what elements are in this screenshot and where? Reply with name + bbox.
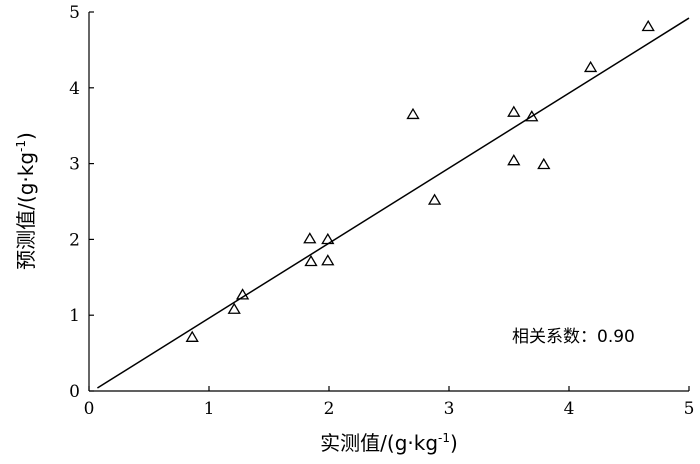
y-tick-label-2: 2 bbox=[69, 230, 80, 250]
y-tick-label-1: 1 bbox=[69, 306, 80, 326]
data-point-2 bbox=[235, 288, 250, 300]
y-axis-title-tail: ) bbox=[14, 132, 38, 140]
x-axis-title-tail: ) bbox=[450, 431, 458, 455]
x-tick-label-2: 2 bbox=[324, 399, 335, 419]
data-points bbox=[185, 19, 655, 342]
data-point-13 bbox=[583, 60, 598, 73]
data-point-0 bbox=[185, 330, 199, 342]
data-point-1 bbox=[227, 302, 241, 314]
y-tick-label-4: 4 bbox=[69, 79, 80, 99]
x-axis-title: 实测值/(g·kg-1) bbox=[320, 431, 458, 455]
data-point-11 bbox=[525, 110, 539, 122]
data-point-7 bbox=[406, 107, 420, 120]
x-tick-label-5: 5 bbox=[684, 399, 695, 419]
x-axis-title-sup: -1 bbox=[438, 431, 450, 445]
data-point-10 bbox=[507, 154, 521, 166]
fit-line-group bbox=[97, 17, 690, 389]
x-tick-label-3: 3 bbox=[444, 399, 455, 419]
correlation-annotation: 相关系数：0.90 bbox=[512, 327, 635, 347]
data-point-9 bbox=[507, 105, 521, 117]
fit-line bbox=[97, 17, 690, 389]
y-tick-label-3: 3 bbox=[69, 155, 80, 175]
y-axis-title: 预测值/(g·kg-1) bbox=[14, 132, 38, 270]
data-point-6 bbox=[321, 254, 335, 266]
y-tick-label-0: 0 bbox=[69, 382, 80, 402]
x-axis-title-main: 实测值/(g·kg bbox=[320, 431, 438, 455]
x-tick-label-1: 1 bbox=[204, 399, 215, 419]
data-point-4 bbox=[304, 254, 318, 267]
y-axis-title-sup: -1 bbox=[14, 140, 28, 152]
data-point-12 bbox=[537, 157, 551, 170]
x-tick-label-4: 4 bbox=[564, 399, 575, 419]
data-point-5 bbox=[321, 232, 335, 245]
axes bbox=[88, 12, 689, 392]
y-axis-title-main: 预测值/(g·kg bbox=[14, 152, 38, 270]
ticks bbox=[88, 11, 690, 392]
data-point-14 bbox=[641, 19, 655, 32]
y-tick-label-5: 5 bbox=[69, 3, 80, 23]
tick-labels: 0 1 2 3 4 5 0 1 2 3 4 5 bbox=[69, 3, 694, 419]
data-point-8 bbox=[427, 193, 442, 205]
data-point-3 bbox=[303, 232, 317, 244]
x-tick-label-0: 0 bbox=[84, 399, 95, 419]
